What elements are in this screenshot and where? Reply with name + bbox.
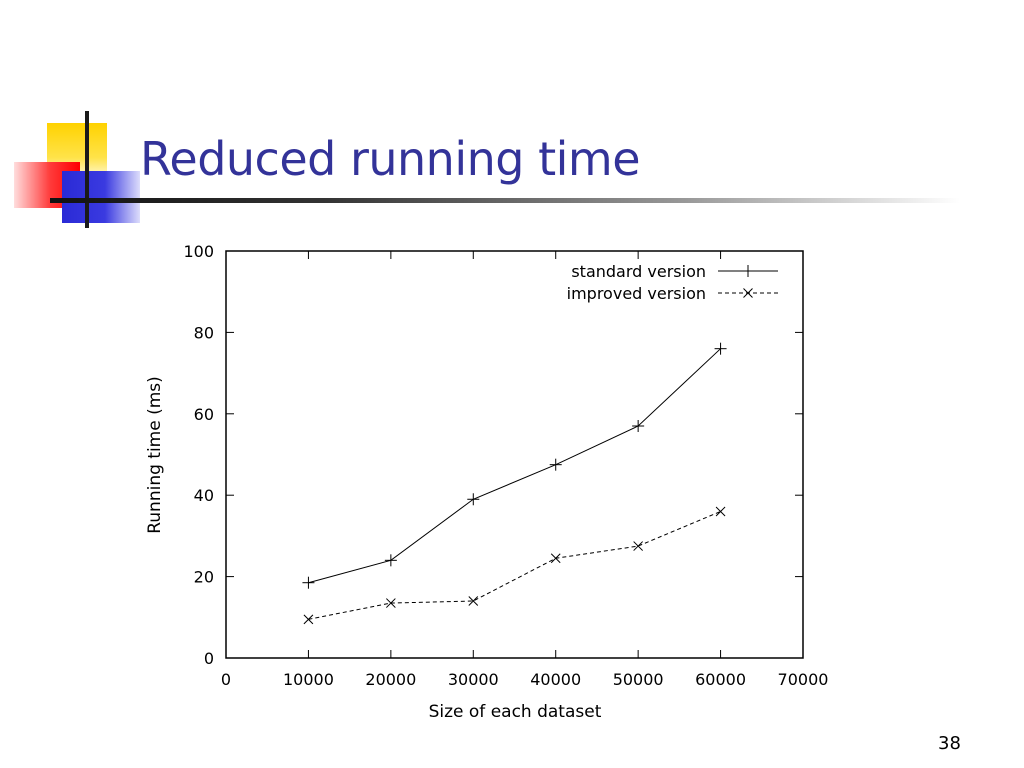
data-point-b bbox=[386, 598, 396, 608]
legend-label: standard version bbox=[571, 262, 706, 281]
data-point-b bbox=[550, 553, 561, 564]
x-tick-label: 0 bbox=[221, 670, 231, 689]
data-point-b bbox=[468, 596, 479, 606]
plot-frame-group bbox=[225, 250, 804, 659]
y-tick-label: 100 bbox=[183, 242, 214, 261]
data-point bbox=[302, 576, 315, 589]
data-point-b bbox=[715, 506, 726, 517]
y-tick-label: 80 bbox=[194, 323, 214, 342]
x-axis-label: Size of each dataset bbox=[429, 702, 602, 722]
y-tick-label: 20 bbox=[194, 568, 214, 587]
y-tick-label: 60 bbox=[194, 405, 214, 424]
data-point bbox=[303, 614, 314, 625]
data-point-b bbox=[633, 541, 643, 551]
series-standard bbox=[302, 342, 727, 589]
x-tick-label: 40000 bbox=[530, 670, 581, 689]
series-improved bbox=[303, 506, 726, 625]
data-point bbox=[714, 342, 727, 355]
legend: standard version improved version bbox=[567, 262, 778, 303]
x-tick-label: 50000 bbox=[613, 670, 664, 689]
series-group bbox=[302, 342, 727, 625]
data-point-b bbox=[303, 614, 314, 625]
data-point bbox=[384, 554, 397, 567]
data-point bbox=[468, 596, 479, 606]
decor-vertical-line bbox=[85, 111, 89, 228]
x-tick-label: 60000 bbox=[695, 670, 746, 689]
y-axis-label: Running time (ms) bbox=[145, 376, 165, 534]
legend-marker bbox=[743, 288, 753, 298]
data-point bbox=[633, 541, 643, 551]
x-tick-label: 20000 bbox=[365, 670, 416, 689]
series-line bbox=[308, 348, 721, 584]
legend-marker-b bbox=[743, 288, 753, 298]
data-point bbox=[715, 506, 726, 517]
data-point bbox=[386, 598, 396, 608]
plot-frame bbox=[225, 250, 804, 659]
x-tick-label: 10000 bbox=[283, 670, 334, 689]
legend-label: improved version bbox=[567, 284, 706, 303]
data-point bbox=[550, 553, 561, 564]
legend-marker bbox=[742, 265, 754, 277]
data-point bbox=[632, 420, 645, 433]
y-tick-label: 0 bbox=[204, 649, 214, 668]
series-line bbox=[308, 511, 721, 620]
page-number: 38 bbox=[938, 733, 961, 754]
decor-blue-square bbox=[62, 171, 140, 223]
y-tick-label: 40 bbox=[194, 486, 214, 505]
data-point bbox=[549, 458, 562, 471]
x-tick-label: 70000 bbox=[778, 670, 829, 689]
axis-ticks: 0 10000 20000 30000 40000 50000 60000 70000 0 20 4… bbox=[183, 242, 828, 689]
data-point bbox=[467, 493, 480, 506]
title-underline bbox=[50, 198, 960, 203]
x-tick-label: 30000 bbox=[448, 670, 499, 689]
slide-title: Reduced running time bbox=[140, 132, 641, 186]
